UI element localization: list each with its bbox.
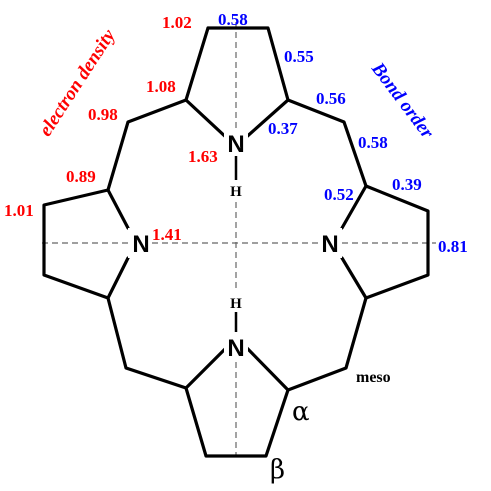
right-pyrrole-ring [340,184,430,300]
electron-density-c-alpha-top: 1.08 [146,77,176,96]
left-pyrrole-ring [42,188,130,300]
beta-position-label: β [270,455,285,485]
meso-bridge-bottom-left [106,296,188,390]
bond-order-n-ca-top: 0.37 [268,119,298,138]
meso-bridge-top-left [106,98,188,192]
bond-order-ca-cb-top: 0.55 [284,47,314,66]
meso-position-label: meso [356,369,391,386]
bond-order-n-ca-right: 0.52 [324,185,354,204]
nitrogen-left: N [132,231,149,258]
nitrogen-top: N [227,131,244,158]
electron-density-n-left: 1.41 [152,225,182,244]
electron-density-c-beta-top: 1.02 [162,13,192,32]
bond-order-cb-cb-right: 0.81 [438,237,468,256]
bond-order-ca-cb-right: 0.39 [392,175,422,194]
meso-bridge-bottom-right [286,296,368,392]
alpha-position-label: α [292,397,310,427]
bond-order-cmeso-ca-right: 0.58 [358,133,388,152]
hydrogen-bottom: H [230,296,242,312]
bottom-pyrrole-ring [184,343,290,458]
nitrogen-right: N [321,231,338,258]
bond-order-ca-cmeso-top: 0.56 [316,89,346,108]
legend-bond-order: Bond order [367,58,438,143]
bond-order-cb-cb-top: 0.58 [218,10,248,29]
nitrogen-bottom: N [227,335,244,362]
electron-density-n-h-top: 1.63 [188,147,218,166]
hydrogen-top: H [230,184,242,200]
electron-density-c-beta-left: 1.01 [4,201,34,220]
electron-density-c-meso-top: 0.98 [88,105,118,124]
meso-bridge-top-right [286,98,368,188]
electron-density-c-alpha-left: 0.89 [66,167,96,186]
